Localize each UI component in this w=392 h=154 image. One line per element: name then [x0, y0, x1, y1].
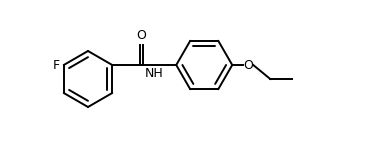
Text: F: F — [53, 59, 60, 71]
Text: NH: NH — [145, 67, 163, 80]
Text: O: O — [136, 29, 147, 42]
Text: O: O — [243, 59, 253, 71]
